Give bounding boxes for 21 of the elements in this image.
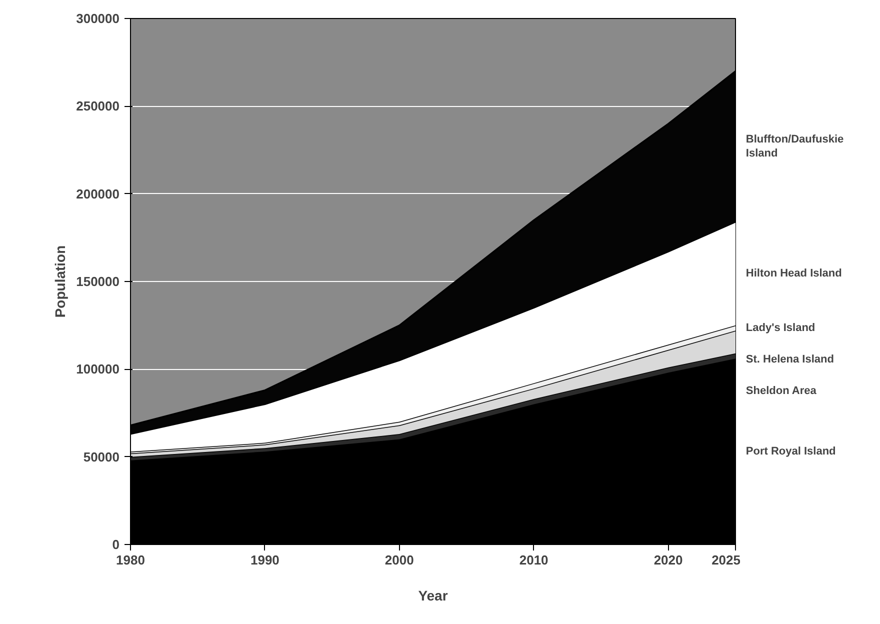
x-axis-title: Year <box>418 588 448 604</box>
y-tick-label: 150000 <box>76 274 120 289</box>
y-tick-label: 300000 <box>76 11 120 26</box>
series-label: Port Royal Island <box>746 446 836 458</box>
y-tick-label: 250000 <box>76 98 120 114</box>
x-tick-label: 2010 <box>519 552 548 568</box>
x-tick-label: 1990 <box>250 552 280 568</box>
series-label: St. Helena Island <box>746 354 834 366</box>
x-tick-label: 2000 <box>384 552 414 568</box>
series-label: Bluffton/Daufuskie Island <box>746 133 844 160</box>
y-axis-title: Population <box>52 245 68 318</box>
x-tick-label: 1980 <box>116 552 145 568</box>
y-tick-label: 200000 <box>76 186 120 202</box>
y-tick-label: 50000 <box>83 449 120 464</box>
series-label: Lady's Island <box>746 322 816 334</box>
y-tick-label: 100000 <box>76 362 120 377</box>
x-tick-label: 2025 <box>712 552 740 568</box>
series-label: Hilton Head Island <box>746 268 842 280</box>
x-tick-label: 2020 <box>654 552 683 568</box>
y-tick-label: 0 <box>112 537 120 552</box>
text: Sheldon Area <box>746 385 818 398</box>
